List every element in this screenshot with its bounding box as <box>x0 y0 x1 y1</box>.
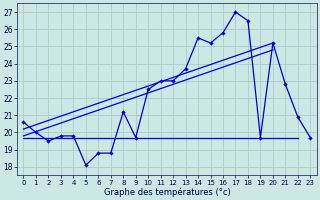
X-axis label: Graphe des températures (°c): Graphe des températures (°c) <box>104 187 230 197</box>
